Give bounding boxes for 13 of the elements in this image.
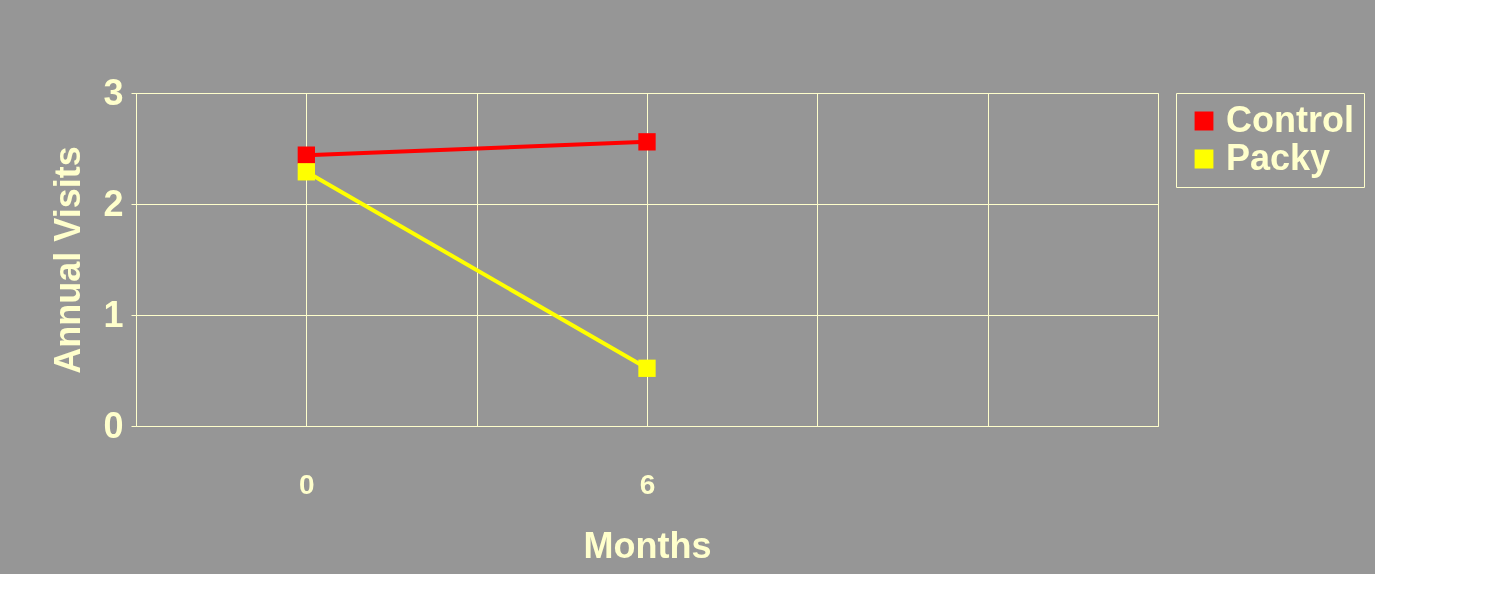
- legend-label: Packy: [1226, 137, 1331, 178]
- point: [297, 163, 315, 181]
- x-tick-label: 6: [639, 468, 656, 500]
- point: [638, 359, 656, 377]
- y-tick-label: 0: [103, 404, 124, 446]
- y-tick-label: 2: [103, 182, 124, 224]
- y-tick-label: 3: [103, 71, 124, 113]
- point: [297, 146, 315, 164]
- x-axis-title: Months: [583, 524, 712, 566]
- y-axis-title: Annual Visits: [47, 146, 89, 374]
- y-tick-label: 1: [103, 293, 124, 335]
- legend-label: Control: [1226, 99, 1354, 140]
- point: [638, 133, 656, 151]
